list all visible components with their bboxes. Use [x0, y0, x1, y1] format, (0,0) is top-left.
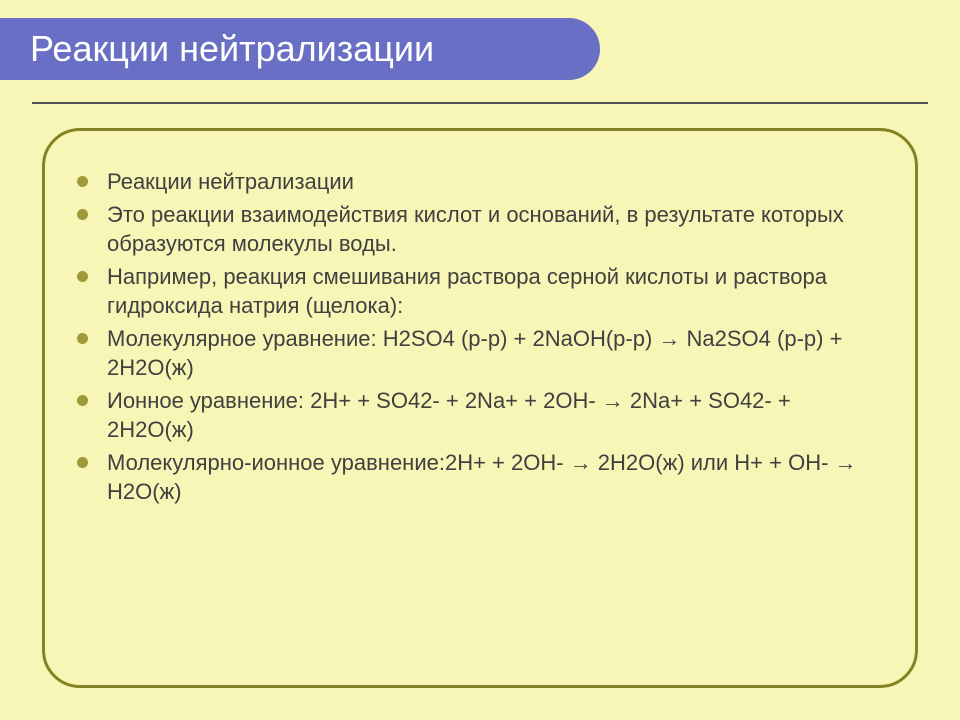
bullet-item: Молекулярно-ионное уравнение:2H+ + 2OH- … — [103, 448, 875, 506]
slide-title: Реакции нейтрализации — [30, 28, 434, 70]
slide: Реакции нейтрализации Реакции нейтрализа… — [0, 0, 960, 720]
bullet-item: Ионное уравнение: 2H+ + SO42- + 2Na+ + 2… — [103, 386, 875, 444]
bullet-item: Реакции нейтрализации — [103, 167, 875, 196]
divider-line — [32, 102, 928, 104]
bullet-item: Например, реакция смешивания раствора се… — [103, 262, 875, 320]
title-bar: Реакции нейтрализации — [0, 18, 600, 80]
content-box: Реакции нейтрализации Это реакции взаимо… — [42, 128, 918, 688]
bullet-item: Это реакции взаимодействия кислот и осно… — [103, 200, 875, 258]
bullet-item: Молекулярное уравнение: H2SO4 (р-р) + 2N… — [103, 324, 875, 382]
bullet-list: Реакции нейтрализации Это реакции взаимо… — [103, 167, 875, 506]
